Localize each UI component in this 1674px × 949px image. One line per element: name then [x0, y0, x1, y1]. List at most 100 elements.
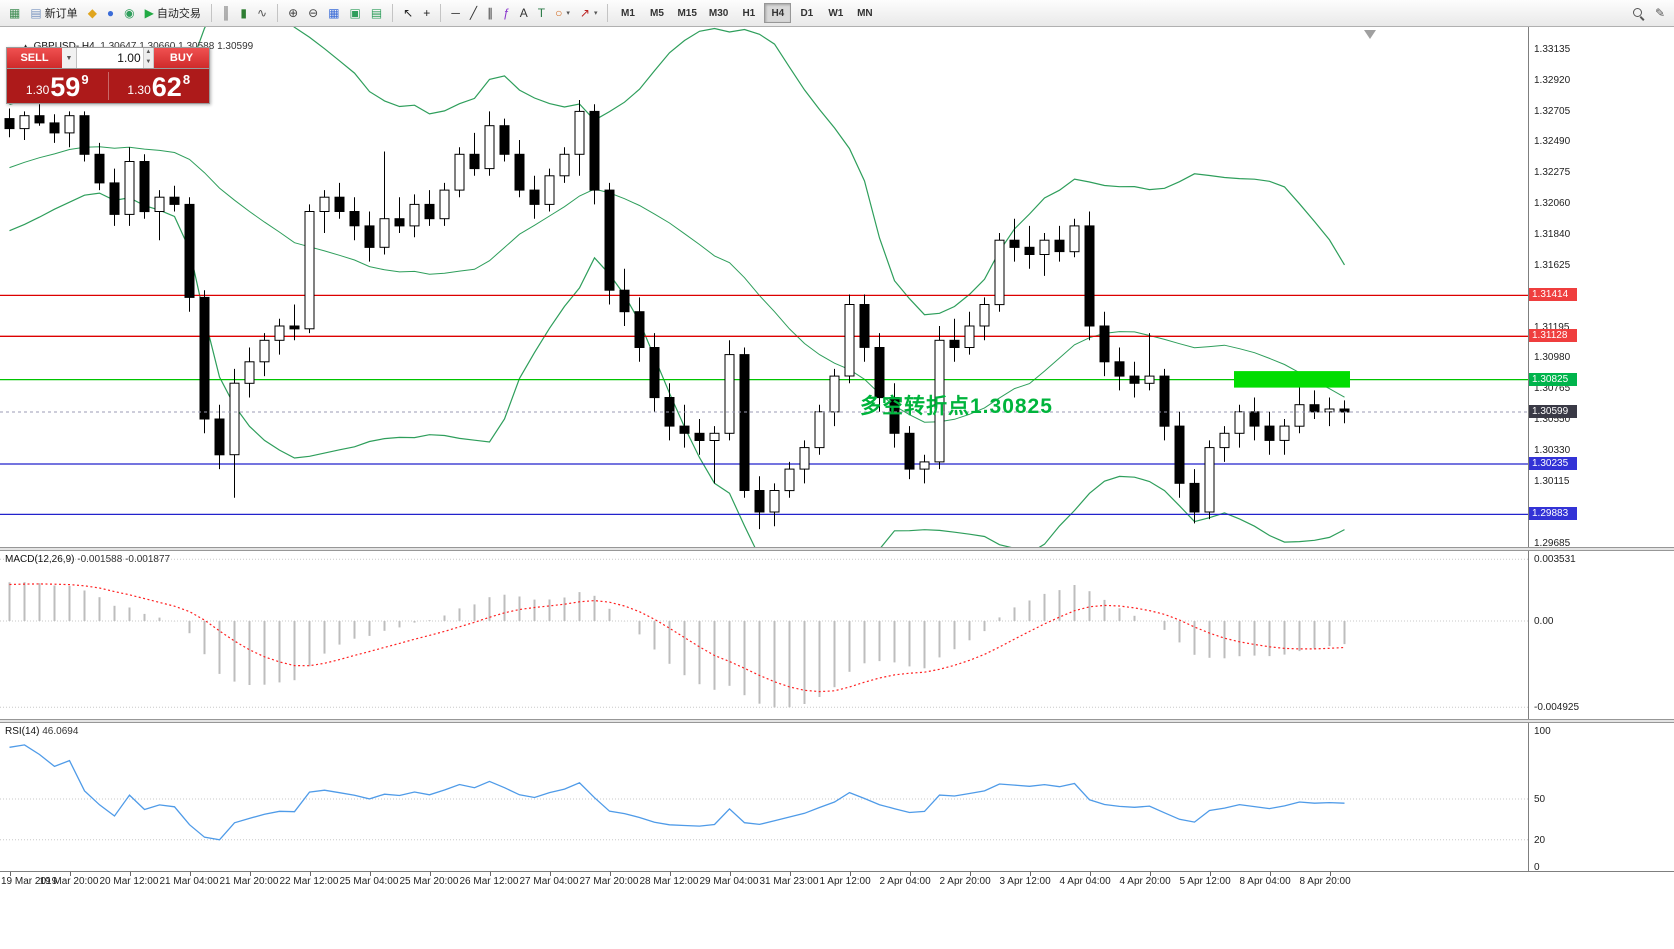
axis-label: 1.32275 [1534, 167, 1571, 179]
toolbar-group-standard: ▦ ▤ 新订单 ◆ ● ◉ ▶ 自动交易 [4, 2, 206, 24]
time-axis[interactable]: 19 Mar 2019 19 Mar 20:00 20 Mar 12:00 21 Ma… [0, 871, 1674, 893]
buy-price[interactable]: 1.30 62 8 [109, 69, 210, 103]
price-chart-pane[interactable]: ▲ GBPUSD-,H4 1.30647 1.30660 1.30588 1.30… [0, 27, 1528, 547]
highlight-rectangle[interactable] [1234, 371, 1350, 388]
arrows-icon: ↗ [579, 6, 590, 20]
time-tick [849, 872, 851, 876]
support-line-1-tag: 1.30235 [1529, 457, 1577, 471]
toolbar-group-cursor: ↖ + [398, 2, 435, 24]
toolbar-separator [392, 4, 394, 22]
time-axis-label: 1 Apr 12:00 [819, 876, 871, 887]
candlestick-chart[interactable] [0, 27, 1528, 547]
autotrading-label: 自动交易 [156, 8, 201, 20]
text-btn[interactable]: A [515, 2, 533, 24]
shapes-icon: ○ [555, 6, 563, 20]
macd-pane[interactable]: MACD(12,26,9) -0.001588 -0.001877 [0, 551, 1528, 719]
symbol-ohlc-label: ▲ GBPUSD-,H4 1.30647 1.30660 1.30588 1.30… [5, 30, 254, 63]
axis-label: 1.30115 [1534, 476, 1570, 488]
pane-divider[interactable] [0, 719, 1674, 723]
time-tick [669, 872, 671, 876]
bar-chart-btn[interactable]: ║ [217, 2, 236, 24]
chart-profiles-btn[interactable]: ◆ [83, 2, 102, 24]
sell-price-big: 59 [50, 72, 81, 102]
chart-annotation[interactable]: 多空转折点1.30825 [860, 395, 1053, 418]
trendline-icon: ╱ [469, 6, 478, 20]
arrows-btn[interactable]: ↗ ▾ [575, 2, 603, 24]
toolbar-separator [440, 4, 442, 22]
timeframe-d1[interactable]: D1 [800, 7, 814, 19]
ohlc-close: 1.30599 [217, 41, 254, 52]
candlestick-chart-icon: ▮ [240, 6, 248, 20]
timeframe-h1[interactable]: H1 [742, 7, 756, 19]
dropdown-caret-icon: ▾ [566, 10, 570, 17]
time-axis-label: 21 Mar 20:00 [219, 876, 279, 887]
crosshair-btn[interactable]: + [418, 2, 435, 24]
timeframe-m1[interactable]: M1 [621, 7, 635, 19]
timeframe-m15[interactable]: M15 [677, 7, 697, 19]
rsi-pane[interactable]: RSI(14) 46.0694 [0, 723, 1528, 871]
sell-price[interactable]: 1.30 59 9 [7, 69, 108, 103]
trendline-btn[interactable]: ╱ [465, 2, 482, 24]
sell-button[interactable]: SELL [7, 48, 62, 68]
time-tick [249, 872, 251, 876]
macd-histogram [8, 582, 1346, 708]
macd-value-signal: -0.001877 [125, 554, 171, 565]
zoom-out-btn[interactable]: ⊖ [303, 2, 323, 24]
timeframe-mn[interactable]: MN [857, 7, 873, 19]
time-axis-label: 4 Apr 04:00 [1059, 876, 1111, 887]
market-watch-btn[interactable]: ● [102, 2, 119, 24]
search-btn[interactable] [1627, 2, 1650, 24]
chart-profiles-icon: ◆ [87, 6, 97, 20]
time-axis-label: 31 Mar 23:00 [759, 876, 819, 887]
one-click-toggle-icon[interactable]: ▲ [22, 42, 30, 51]
line-chart-icon: ∿ [257, 6, 268, 20]
timeframe-h4[interactable]: H4 [764, 3, 792, 23]
time-tick [729, 872, 731, 876]
macd-value-main: -0.001588 [77, 554, 123, 565]
rsi-label: RSI(14) 46.0694 [5, 726, 78, 737]
timeframe-w1[interactable]: W1 [828, 7, 844, 19]
horizontal-line-btn[interactable]: ─ [446, 2, 465, 24]
edit-btn[interactable]: ✎ [1650, 2, 1670, 24]
cascade-windows-btn[interactable]: ▤ [366, 2, 387, 24]
time-tick [1029, 872, 1031, 876]
equidistant-channel-btn[interactable]: ∥ [482, 2, 498, 24]
time-tick [69, 872, 71, 876]
time-axis-label: 5 Apr 12:00 [1179, 876, 1231, 887]
new-chart-btn[interactable]: ▦ [4, 2, 25, 24]
stepper-down-icon[interactable]: ▼ [143, 58, 153, 68]
rsi-chart[interactable] [0, 723, 1528, 871]
fibonacci-btn[interactable]: ƒ [498, 2, 515, 24]
zoom-in-btn[interactable]: ⊕ [283, 2, 303, 24]
macd-chart[interactable] [0, 551, 1528, 719]
volume-dropdown-icon[interactable]: ▼ [62, 48, 77, 68]
axis-label: 1.32490 [1534, 136, 1571, 148]
chart-shift-marker[interactable] [1364, 30, 1376, 39]
timeframe-m5[interactable]: M5 [650, 7, 664, 19]
zoom-out-icon: ⊖ [308, 6, 319, 20]
buy-button[interactable]: BUY [154, 48, 209, 68]
grid-btn[interactable]: ▦ [323, 2, 344, 24]
time-axis-label: 25 Mar 20:00 [399, 876, 459, 887]
volume-input[interactable] [77, 48, 143, 68]
navigator-btn[interactable]: ◉ [119, 2, 139, 24]
axis-label: -0.004925 [1534, 702, 1580, 714]
shapes-btn[interactable]: ○ ▾ [550, 2, 575, 24]
volume-stepper[interactable]: ▲ ▼ [142, 48, 154, 68]
macd-signal-line [9, 583, 1345, 693]
price-axis[interactable]: 1.33135 1.32920 1.32705 1.32490 1.32275 1.320… [1528, 27, 1674, 873]
timeframe-m30[interactable]: M30 [708, 7, 729, 19]
text-label-btn[interactable]: T [533, 2, 550, 24]
new-order-button[interactable]: ▤ 新订单 [25, 2, 82, 24]
tile-windows-btn[interactable]: ▣ [345, 2, 366, 24]
toolbar-group-objects: ─ ╱ ∥ ƒ A T ○ ▾ ↗ ▾ [446, 2, 602, 24]
pane-divider[interactable] [0, 547, 1674, 551]
buy-price-prefix: 1.30 [127, 83, 151, 97]
autotrading-button[interactable]: ▶ 自动交易 [140, 2, 206, 24]
time-axis-label: 19 Mar 20:00 [39, 876, 99, 887]
stepper-up-icon[interactable]: ▲ [143, 48, 153, 58]
edit-icon: ✎ [1654, 6, 1665, 20]
cursor-btn[interactable]: ↖ [398, 2, 418, 24]
line-chart-btn[interactable]: ∿ [252, 2, 272, 24]
candlestick-chart-btn[interactable]: ▮ [235, 2, 252, 24]
